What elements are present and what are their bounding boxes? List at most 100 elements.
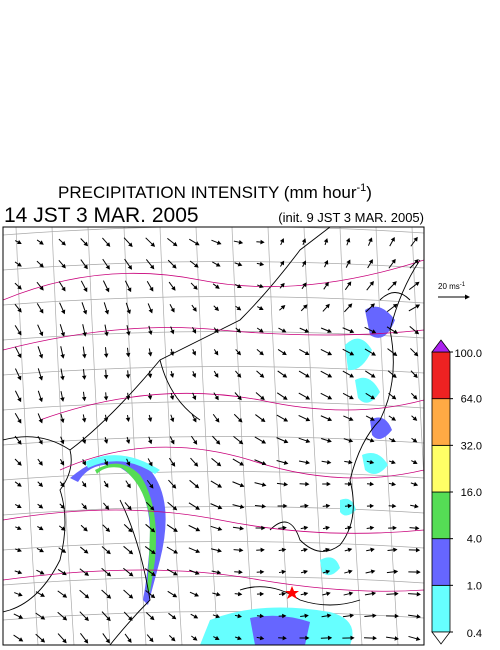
wind-head [259,350,264,356]
wind-head [127,265,133,270]
wind-head [236,373,242,378]
wind-head [60,460,65,466]
wind-head [392,303,398,309]
wind-head [325,569,331,575]
wind-head [61,241,66,246]
wind-head [16,504,22,509]
wind-head [125,439,131,444]
wind-head [18,637,24,642]
wind-head [369,503,375,509]
wind-head [128,616,133,621]
wind-head [39,308,44,314]
wind-head [192,636,198,641]
parallel [3,541,424,551]
wind-head [40,615,46,620]
wind-head [215,417,220,423]
wind-head [103,439,109,444]
wind-head [61,309,66,315]
wind-head [391,481,397,487]
wind-head [83,241,89,247]
wind-head [17,592,23,597]
wind-head [60,332,66,337]
meridian [51,227,75,645]
map-frame [2,226,425,646]
wind-head [260,417,266,423]
wind-head [349,351,355,356]
wind-head [391,459,396,465]
wind-head [149,505,155,511]
wind-head [149,637,154,643]
wind-head [150,571,156,577]
wind-head [305,635,310,641]
wind-head [195,527,201,532]
wind-head [391,438,396,443]
wind-head [192,395,197,401]
wind-head [215,262,221,267]
wind-head [280,305,286,310]
wind-head [239,482,245,488]
wind-head [170,307,175,313]
wind-head [393,329,398,334]
wind-head [281,591,287,597]
valid-time: 14 JST 3 MAR. 2005 [4,204,199,227]
wind-head [303,591,309,597]
wind-head [17,418,22,424]
wind-head [170,329,175,335]
wind-head [38,504,44,509]
wind-head [193,285,198,290]
wind-head [392,503,397,509]
wind-head [215,284,220,289]
wind-head [347,281,352,287]
wind-head [260,239,265,245]
wind-head [283,417,289,422]
wind-head [84,593,90,599]
wind-head [39,331,44,337]
wind-head [16,239,22,245]
wind-head [239,504,245,509]
wind-head [371,329,377,334]
wind-head [394,613,399,619]
wind-head [172,264,177,269]
wind-head [127,505,132,511]
wind-head [38,482,43,487]
wind-head [214,306,219,312]
wind-head [81,418,87,423]
wind-head [393,547,398,553]
wind-head [349,395,354,400]
colorbar-segment [431,538,451,586]
wind-head [194,483,200,489]
wind-head [415,636,421,641]
wind-head [214,635,220,640]
wind-head [347,525,352,531]
parallel [3,227,424,236]
wind-head [216,591,221,597]
wind-head [192,440,198,445]
wind-head [105,264,110,270]
wind-head [236,350,242,356]
wind-head [369,281,374,286]
wind-head [349,613,355,618]
isobars [3,259,424,592]
wind-head [302,282,307,288]
wind-head [60,375,65,381]
wind-head [217,526,223,531]
wind-head [127,638,132,643]
wind-head [106,616,111,622]
wind-head [412,459,418,464]
wind-head [236,328,242,333]
parallel [3,471,424,481]
colorbar-label: 0.4 [467,628,482,640]
wind-head [326,613,332,619]
wind-head [280,282,285,288]
wind-head [82,309,88,315]
wind-head [326,591,331,597]
wind-head [260,569,265,575]
colorbar-label: 32.0 [461,440,482,452]
colorbar-segment [431,584,451,633]
wind-head [17,569,23,575]
wind-head [125,374,131,379]
wind-head [412,438,418,443]
parallel [3,296,424,306]
wind-head [370,395,376,400]
